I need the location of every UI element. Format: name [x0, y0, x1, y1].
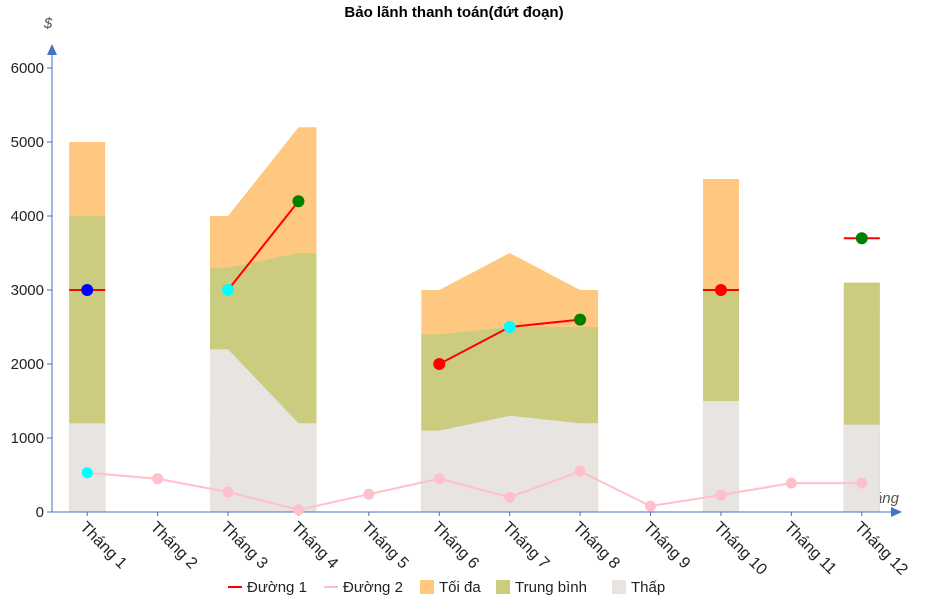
point-duong-2-thang-2[interactable]	[152, 473, 164, 485]
point-duong-1-thang-7[interactable]	[503, 321, 516, 333]
x-tick-label-thang-12: Tháng 12	[851, 519, 911, 579]
x-tick-label-thang-8: Tháng 8	[569, 519, 623, 573]
area-thap-thang-3	[210, 349, 317, 512]
area-thap-thang-6	[421, 415, 599, 512]
x-tick-label-thang-5: Tháng 5	[358, 519, 412, 573]
point-duong-2-thang-10[interactable]	[715, 489, 727, 501]
x-tick-label-thang-7: Tháng 7	[499, 519, 553, 573]
legend: Đường 1 Đường 2 Tối đa Trung bình Thấp	[228, 579, 665, 596]
x-tick-label-thang-1: Tháng 1	[76, 519, 130, 573]
x-tick-label-thang-2: Tháng 2	[147, 519, 201, 573]
y-tick-label: 5000	[11, 134, 44, 151]
area-thap-thang-12	[843, 424, 880, 512]
point-duong-1-thang-10[interactable]	[714, 284, 727, 296]
point-duong-1-thang-12[interactable]	[855, 232, 868, 245]
point-duong-2-thang-5[interactable]	[363, 488, 375, 500]
point-duong-2-thang-4[interactable]	[292, 504, 304, 516]
x-axis-arrow-icon	[891, 507, 902, 517]
y-tick-label: 0	[36, 504, 44, 521]
line-duong-2-thang-1	[87, 470, 862, 511]
legend-swatch-toi-da[interactable]	[420, 580, 434, 594]
x-tick-label-thang-10: Tháng 10	[710, 519, 770, 579]
y-tick-label: 4000	[11, 208, 44, 225]
line-duong-1-thang-3	[227, 200, 300, 291]
x-tick-label-thang-11: Tháng 11	[781, 519, 840, 578]
y-tick-label: 1000	[11, 430, 44, 447]
legend-swatch-thap[interactable]	[612, 580, 626, 594]
x-tick-label-thang-4: Tháng 4	[288, 519, 342, 573]
point-duong-2-thang-3[interactable]	[222, 486, 234, 498]
point-duong-1-thang-8[interactable]	[574, 313, 587, 326]
point-duong-1-thang-4[interactable]	[292, 195, 305, 208]
x-tick-label-thang-3: Tháng 3	[217, 519, 271, 573]
point-duong-2-thang-11[interactable]	[785, 477, 797, 489]
point-duong-2-thang-9[interactable]	[645, 500, 657, 512]
y-tick-label: 2000	[11, 356, 44, 373]
x-tick-label-thang-6: Tháng 6	[428, 519, 482, 573]
chart-title: Bảo lãnh thanh toán(đứt đoạn)	[344, 4, 563, 21]
legend-label-trung-binh[interactable]: Trung bình	[515, 579, 587, 596]
legend-label-thap[interactable]: Thấp	[631, 579, 665, 596]
point-duong-1-thang-6[interactable]	[433, 358, 446, 370]
point-duong-2-thang-12[interactable]	[856, 477, 868, 489]
point-duong-2-thang-1[interactable]	[81, 467, 93, 479]
point-duong-1-thang-3[interactable]	[222, 284, 235, 296]
point-duong-2-thang-8[interactable]	[574, 465, 586, 477]
point-duong-2-thang-7[interactable]	[504, 491, 516, 503]
area-thap-thang-10	[702, 401, 739, 512]
legend-label-duong-1[interactable]: Đường 1	[247, 579, 307, 596]
legend-label-toi-da[interactable]: Tối đa	[439, 579, 481, 596]
y-axis-title: $	[43, 15, 53, 32]
legend-swatch-trung-binh[interactable]	[496, 580, 510, 594]
point-duong-1-thang-1[interactable]	[81, 284, 94, 296]
legend-label-duong-2[interactable]: Đường 2	[343, 579, 403, 596]
y-tick-label: 6000	[11, 60, 44, 77]
y-axis-arrow-icon	[47, 44, 57, 55]
y-tick-label: 3000	[11, 282, 44, 299]
line-layer	[69, 195, 880, 516]
area-layer	[69, 127, 880, 512]
point-duong-2-thang-6[interactable]	[433, 473, 445, 485]
x-tick-label-thang-9: Tháng 9	[640, 519, 694, 573]
